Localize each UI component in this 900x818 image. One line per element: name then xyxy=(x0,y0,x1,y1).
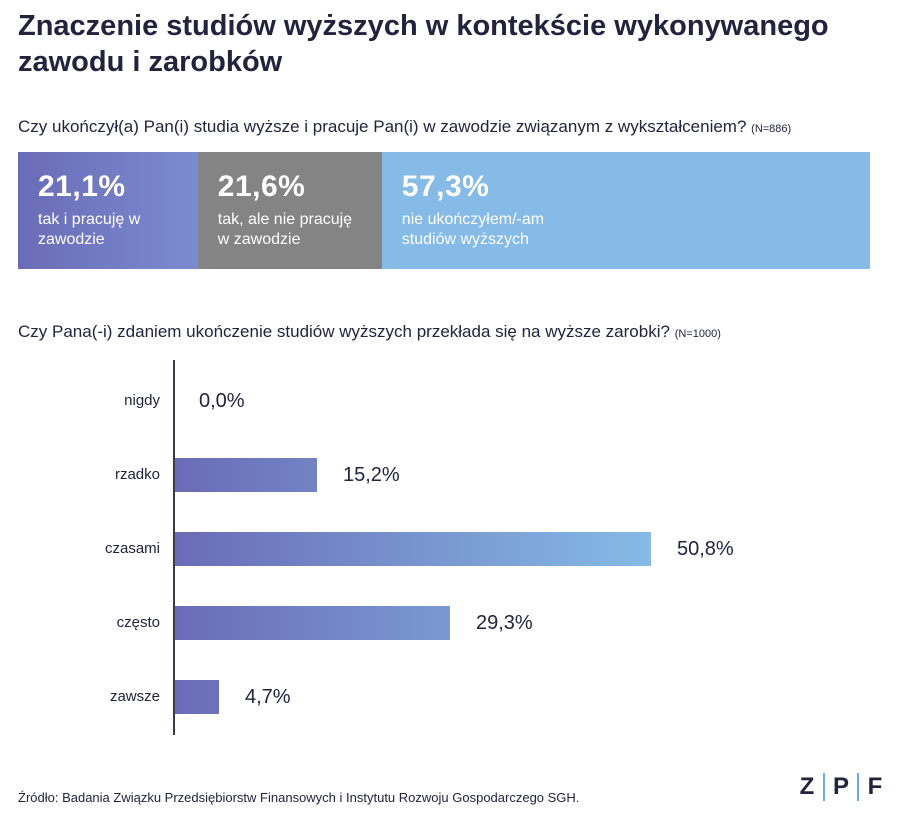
stacked-segment: 21,1% tak i pracuję w zawodzie xyxy=(18,152,198,269)
segment-value-label: 57,3% xyxy=(401,170,490,203)
logo-letter-p: P xyxy=(832,773,849,800)
segment-value-label: 21,6% xyxy=(217,170,306,203)
category-label: czasami xyxy=(104,540,160,557)
y-axis-line xyxy=(173,360,175,735)
bar-row: rzadko 15,2% xyxy=(0,458,900,492)
segment-value-label: 21,1% xyxy=(38,170,126,203)
logo-letter-z: Z xyxy=(799,773,815,800)
logo-divider xyxy=(823,773,825,801)
zpf-logo: Z P F xyxy=(798,770,884,804)
logo-divider xyxy=(857,773,859,801)
source-note: Źródło: Badania Związku Przedsiębiorstw … xyxy=(18,790,580,805)
bar-value-label: 29,3% xyxy=(476,612,533,634)
category-label: nigdy xyxy=(124,392,160,409)
bar-chart: nigdy 0,0% rzadko 15,2% czasami 50,8% często 29… xyxy=(0,350,900,750)
bar xyxy=(175,532,651,566)
question-2: Czy Pana(-i) zdaniem ukończenie studiów … xyxy=(18,322,721,342)
bar-row: często 29,3% xyxy=(0,606,900,640)
segment-category-label: tak i pracuję w zawodzie xyxy=(38,211,141,248)
bar-row: czasami 50,8% xyxy=(0,532,900,566)
bar-value-label: 4,7% xyxy=(245,686,291,708)
bar-row: nigdy 0,0% xyxy=(0,384,900,418)
question-1-text: Czy ukończył(a) Pan(i) studia wyższe i p… xyxy=(18,117,747,136)
bar xyxy=(175,606,450,640)
chart-title: Znaczenie studiów wyższych w kontekście … xyxy=(18,10,829,78)
stacked-segment: 21,6% tak, ale nie pracuję w zawodzie xyxy=(197,152,382,269)
segment-category-label: tak, ale nie pracuję w zawodzie xyxy=(217,211,353,248)
category-label: zawsze xyxy=(109,688,160,705)
question-1-sample-size: (N=886) xyxy=(751,123,792,135)
bar-value-label: 15,2% xyxy=(343,464,400,486)
question-1: Czy ukończył(a) Pan(i) studia wyższe i p… xyxy=(18,117,791,137)
bar-row: zawsze 4,7% xyxy=(0,680,900,714)
bar-value-label: 0,0% xyxy=(199,390,245,412)
bar xyxy=(175,458,317,492)
category-label: często xyxy=(116,614,160,631)
stacked-segment: 57,3% nie ukończyłem/-am studiów wyższych xyxy=(381,152,870,269)
question-2-sample-size: (N=1000) xyxy=(674,328,721,340)
category-label: rzadko xyxy=(114,466,160,483)
question-2-text: Czy Pana(-i) zdaniem ukończenie studiów … xyxy=(18,322,670,341)
logo-letter-f: F xyxy=(867,773,883,800)
stacked-bar: 21,1% tak i pracuję w zawodzie 21,6% tak, a… xyxy=(18,152,870,269)
bar xyxy=(175,680,219,714)
bar-value-label: 50,8% xyxy=(677,538,734,560)
segment-category-label: nie ukończyłem/-am studiów wyższych xyxy=(401,211,545,248)
